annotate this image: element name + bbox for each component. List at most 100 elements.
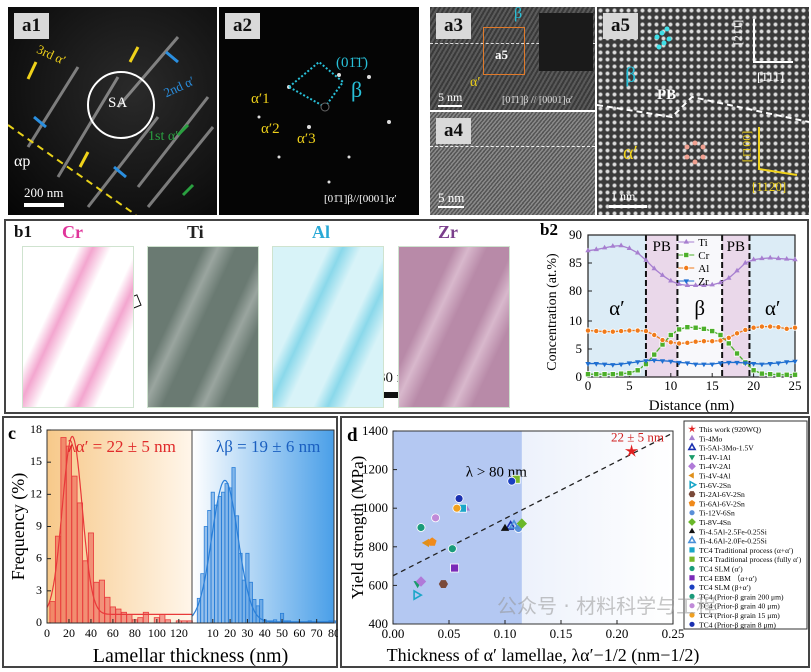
x-tick-label: 80 bbox=[328, 626, 338, 640]
legend-label: TC4 (Prior-β grain 8 μm) bbox=[699, 620, 776, 629]
panel-a5: a5 β PB α′ [21̄1̄] [1̄11̄] [1̄100] [112̄… bbox=[597, 7, 809, 215]
x-axis-label: Lamellar thickness (nm) bbox=[93, 645, 289, 667]
data-point-al bbox=[767, 323, 774, 330]
zone-axis-label: [01̄1]β // [0001]α′ bbox=[502, 95, 574, 106]
panel-tag: d bbox=[347, 425, 358, 446]
data-point-zr bbox=[742, 361, 748, 367]
legend-marker bbox=[688, 592, 696, 600]
panel-tag: a5 bbox=[603, 13, 638, 39]
legend-marker bbox=[683, 265, 690, 272]
data-point bbox=[505, 520, 517, 530]
beta-label: β bbox=[514, 7, 523, 22]
data-point-al bbox=[676, 340, 683, 347]
phase-boundary-line bbox=[597, 95, 809, 123]
data-point-zr bbox=[684, 361, 691, 367]
x-tick-label: 0.05 bbox=[438, 626, 461, 641]
histogram-bar bbox=[231, 467, 236, 624]
x-tick-label: 0.15 bbox=[550, 626, 573, 641]
data-point-cr bbox=[775, 371, 782, 378]
data-point-al bbox=[717, 337, 724, 344]
data-point-zr bbox=[676, 360, 682, 366]
legend-marker bbox=[688, 518, 696, 526]
direction-label: [1̄11̄] bbox=[757, 69, 785, 84]
data-point-ti bbox=[734, 267, 740, 273]
histogram-bar bbox=[126, 614, 133, 624]
data-point-ti bbox=[676, 281, 682, 286]
y-tick-label: 800 bbox=[369, 539, 389, 554]
first-alpha-label: 1st α′ bbox=[148, 129, 179, 144]
data-point-al bbox=[775, 324, 782, 331]
data-point bbox=[508, 519, 520, 529]
legend-label: TC4 SLM (β+α′) bbox=[699, 583, 751, 592]
element-label-cr: Cr bbox=[62, 222, 83, 242]
data-point-al bbox=[634, 327, 641, 334]
sa-label: SA bbox=[108, 95, 128, 111]
legend-label: TC4 (Prior-β grain 15 μm) bbox=[699, 611, 780, 620]
scale-label: 5 nm bbox=[438, 90, 463, 107]
legend-marker bbox=[688, 434, 696, 441]
region-label: α′ bbox=[765, 296, 781, 320]
legend-label: TC4 SLM (α′) bbox=[699, 565, 743, 574]
data-point bbox=[427, 537, 437, 546]
legend-label: Ti-4V-4Al bbox=[699, 472, 731, 481]
data-point-ti bbox=[775, 255, 782, 261]
data-point-zr bbox=[601, 362, 608, 368]
panel-c-frame bbox=[2, 416, 338, 668]
data-point-al bbox=[783, 325, 790, 332]
x-tick-label: 0.25 bbox=[662, 626, 685, 641]
x-axis-label: Thickness of α′ lamellae, λα′−1/2 (nm−1/… bbox=[387, 645, 700, 666]
data-point-ti bbox=[635, 249, 641, 255]
legend-label: TC4 (Prior-β grain 40 μm) bbox=[699, 602, 780, 611]
y-tick-label: 0 bbox=[576, 369, 583, 384]
y-tick-label: 400 bbox=[369, 616, 389, 631]
x-axis-label: Distance (nm) bbox=[649, 398, 734, 413]
data-point-al bbox=[651, 332, 658, 339]
y-tick-label: 9 bbox=[36, 519, 42, 533]
region-label: α′ bbox=[609, 296, 625, 320]
data-point-al bbox=[609, 328, 616, 335]
data-point-cr bbox=[651, 351, 658, 358]
alpha-p-label: αp bbox=[14, 153, 31, 170]
alpha1-label: α′1 bbox=[251, 91, 270, 107]
data-point-zr bbox=[734, 360, 740, 366]
legend-label: Ti-4Mo bbox=[699, 434, 723, 443]
yield-strength-scatter: dλ > 80 nm0.00 0.05 0.10 0.15 0.20 0.25400600… bbox=[347, 420, 808, 666]
data-point-cr bbox=[626, 370, 633, 377]
data-point bbox=[413, 589, 423, 601]
histogram-bar bbox=[76, 502, 83, 624]
histogram-bar bbox=[104, 596, 111, 624]
y-axis-label: Concentration (at.%) bbox=[545, 253, 560, 371]
legend-label: TC4 EBM （α+α′) bbox=[699, 574, 757, 583]
data-point-al bbox=[659, 337, 666, 344]
data-point-ti bbox=[709, 281, 715, 287]
data-point-ti bbox=[742, 259, 748, 265]
legend-marker bbox=[688, 583, 696, 591]
data-point-zr bbox=[643, 359, 649, 364]
x-tick-label: 40 bbox=[85, 626, 97, 640]
x-tick-label: 40 bbox=[259, 626, 271, 640]
histogram-bar bbox=[60, 437, 67, 624]
region-band bbox=[677, 235, 723, 377]
data-point-zr bbox=[651, 358, 657, 364]
histogram-bar bbox=[207, 510, 212, 624]
legend-marker bbox=[688, 455, 696, 461]
data-point-ti bbox=[726, 275, 732, 280]
x-tick-label: 0.00 bbox=[382, 626, 405, 641]
panel-tag: a1 bbox=[14, 13, 49, 39]
x-tick-label: 5 bbox=[626, 378, 633, 393]
legend-marker bbox=[688, 565, 696, 572]
data-point-al bbox=[709, 338, 716, 345]
histogram-bar bbox=[159, 614, 166, 624]
data-point-zr bbox=[792, 359, 798, 365]
x-tick-label: 0.10 bbox=[494, 626, 517, 641]
data-point-cr bbox=[791, 371, 798, 378]
histogram-bar bbox=[82, 560, 89, 624]
data-point-cr bbox=[692, 324, 699, 331]
alpha2-label: α′2 bbox=[261, 121, 280, 137]
y-tick-label: 1200 bbox=[362, 462, 388, 477]
y-tick-label: 5 bbox=[576, 341, 583, 356]
apt-map-zr bbox=[398, 246, 510, 408]
data-point-cr bbox=[634, 367, 641, 374]
x-tick-label: 20 bbox=[747, 378, 760, 393]
legend-marker bbox=[687, 535, 697, 544]
